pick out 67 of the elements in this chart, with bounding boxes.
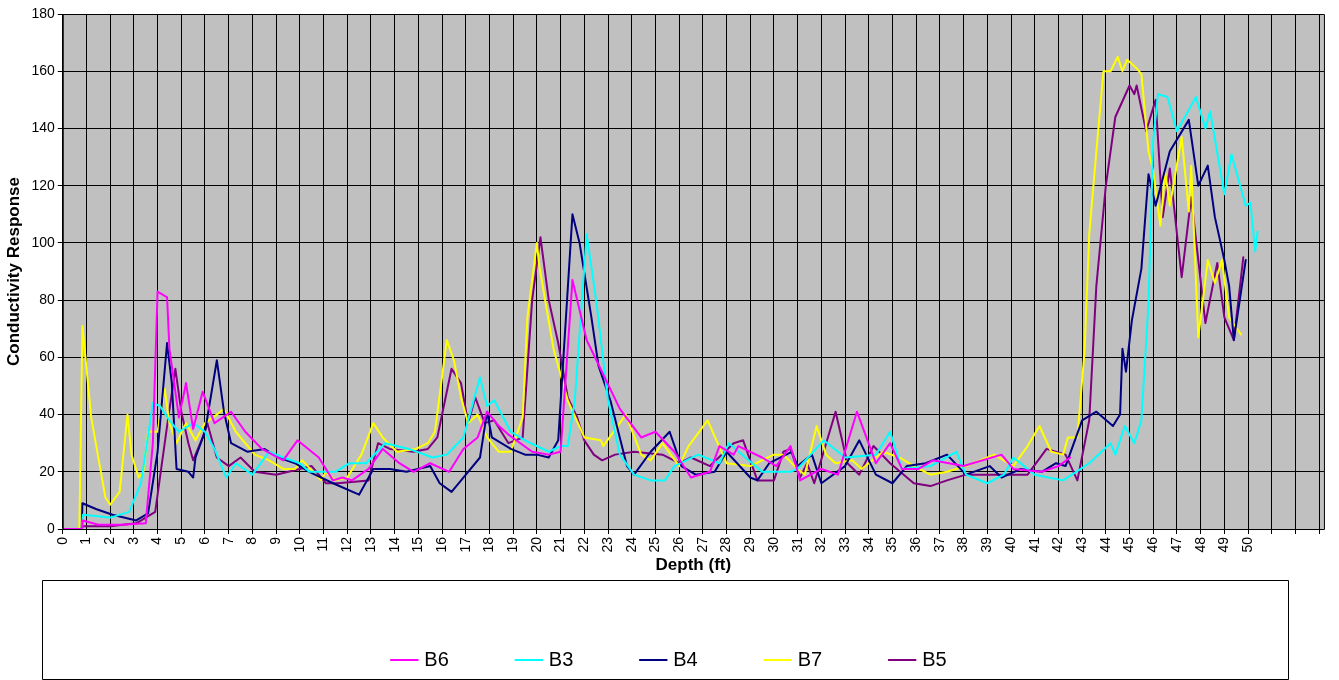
y-axis-title: Conductivity Response: [3, 177, 23, 366]
legend-label: B7: [797, 647, 823, 670]
x-tick-label: 29: [741, 536, 758, 553]
y-tick-label: 160: [31, 62, 55, 79]
x-tick-label: 46: [1144, 536, 1161, 553]
y-tick-label: 60: [39, 348, 55, 365]
x-tick-label: 47: [1167, 536, 1184, 553]
x-tick-label: 10: [290, 536, 307, 553]
legend-label: B5: [922, 647, 947, 670]
x-tick-label: 34: [859, 536, 876, 553]
x-tick-label: 33: [835, 536, 852, 553]
x-tick-label: 37: [930, 536, 947, 553]
x-tick-label: 40: [1001, 536, 1018, 553]
x-tick-label: 36: [907, 536, 924, 553]
x-tick-label: 21: [551, 536, 568, 553]
x-tick-label: 31: [788, 536, 805, 553]
x-tick-label: 42: [1049, 536, 1066, 553]
x-tick-label: 24: [622, 536, 639, 553]
x-tick-label: 25: [646, 536, 663, 553]
y-tick-label: 20: [39, 462, 55, 479]
x-tick-label: 0: [53, 536, 70, 545]
x-tick-label: 19: [504, 536, 521, 553]
x-tick-label: 45: [1120, 536, 1137, 553]
x-tick-label: 20: [527, 536, 544, 553]
x-tick-label: 41: [1025, 536, 1042, 553]
x-tick-label: 18: [480, 536, 497, 553]
y-tick-label: 100: [31, 233, 55, 250]
legend-label: B6: [424, 647, 449, 670]
x-tick-label: 11: [314, 536, 331, 552]
x-tick-label: 43: [1072, 536, 1089, 553]
y-tick-label: 40: [39, 405, 55, 422]
x-tick-label: 1: [77, 536, 94, 545]
y-tick-label: 140: [31, 119, 55, 136]
x-tick-label: 50: [1238, 536, 1255, 553]
x-tick-label: 15: [409, 536, 426, 553]
x-tick-label: 26: [669, 536, 686, 553]
legend-label: B4: [673, 647, 698, 670]
x-tick-label: 9: [266, 536, 283, 545]
x-tick-label: 44: [1096, 536, 1113, 553]
x-tick-label: 14: [385, 536, 402, 553]
x-tick-label: 32: [812, 536, 829, 553]
x-tick-label: 3: [124, 536, 141, 545]
x-tick-label: 17: [456, 536, 473, 553]
x-tick-label: 35: [883, 536, 900, 553]
x-tick-label: 6: [195, 536, 212, 545]
x-tick-label: 39: [978, 536, 995, 553]
x-tick-label: 48: [1191, 536, 1208, 553]
x-tick-label: 27: [693, 536, 710, 553]
x-tick-label: 8: [243, 536, 260, 545]
y-tick-label: 120: [31, 176, 55, 193]
x-tick-label: 28: [717, 536, 734, 553]
x-tick-label: 49: [1215, 536, 1232, 553]
x-tick-label: 22: [575, 536, 592, 553]
x-tick-label: 5: [172, 536, 189, 545]
y-tick-label: 180: [31, 4, 55, 21]
x-tick-label: 38: [954, 536, 971, 553]
x-tick-label: 12: [338, 536, 355, 553]
x-tick-label: 4: [148, 536, 165, 545]
x-tick-label: 30: [764, 536, 781, 553]
y-tick-label: 80: [39, 290, 55, 307]
x-tick-label: 13: [361, 536, 378, 553]
x-tick-label: 7: [219, 536, 236, 545]
x-tick-label: 16: [432, 536, 449, 553]
legend-label: B3: [548, 647, 574, 670]
x-axis-title: Depth (ft): [655, 555, 732, 575]
x-tick-label: 2: [101, 536, 118, 545]
x-tick-label: 23: [598, 536, 615, 553]
